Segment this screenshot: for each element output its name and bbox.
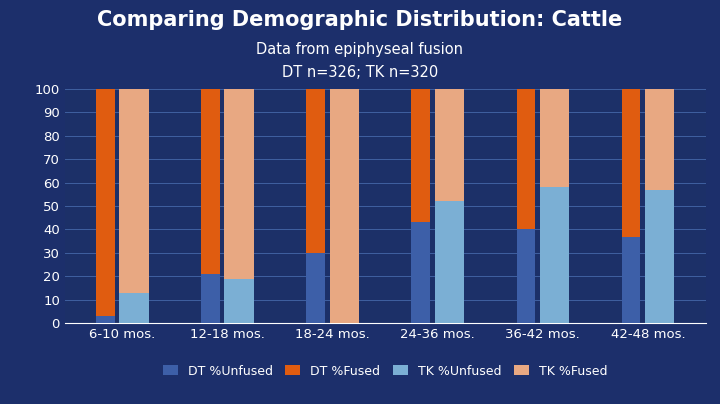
Bar <box>435 201 464 323</box>
Bar <box>411 223 431 323</box>
Bar <box>539 187 569 323</box>
Bar <box>225 279 254 323</box>
Bar <box>539 89 569 187</box>
Bar <box>202 274 220 323</box>
Text: DT n=326; TK n=320: DT n=326; TK n=320 <box>282 65 438 80</box>
Bar <box>621 89 641 236</box>
Bar <box>120 89 149 293</box>
Bar <box>644 89 674 189</box>
Bar <box>96 89 115 316</box>
Bar <box>516 89 536 229</box>
Bar <box>435 89 464 201</box>
Bar <box>330 89 359 323</box>
Bar <box>307 89 325 253</box>
Bar <box>96 316 115 323</box>
Bar <box>202 89 220 274</box>
Bar <box>120 293 149 323</box>
Text: Comparing Demographic Distribution: Cattle: Comparing Demographic Distribution: Catt… <box>97 10 623 30</box>
Bar <box>621 236 641 323</box>
Legend: DT %Unfused, DT %Fused, TK %Unfused, TK %Fused: DT %Unfused, DT %Fused, TK %Unfused, TK … <box>158 360 613 383</box>
Bar <box>644 189 674 323</box>
Text: Data from epiphyseal fusion: Data from epiphyseal fusion <box>256 42 464 57</box>
Bar <box>225 89 254 279</box>
Bar <box>411 89 431 223</box>
Bar <box>516 229 536 323</box>
Bar <box>307 253 325 323</box>
